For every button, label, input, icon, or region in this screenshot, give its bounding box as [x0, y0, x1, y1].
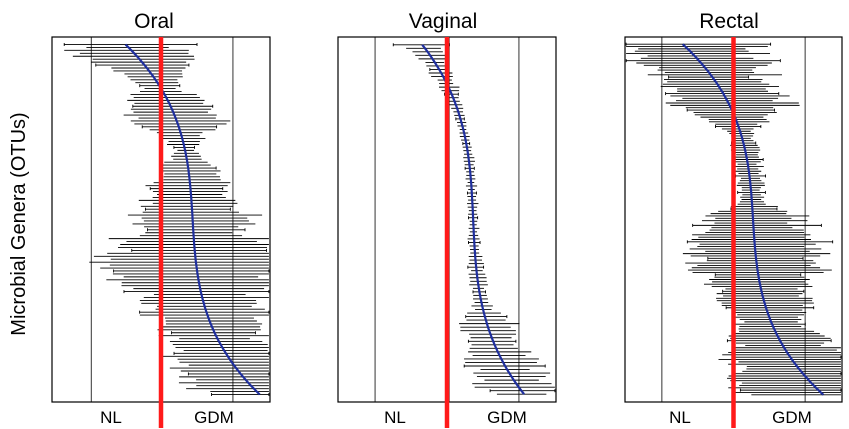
panel-oral: Oral NL GDM — [51, 10, 271, 428]
x-tick-label-gdm: GDM — [487, 408, 527, 427]
point-estimate-trend — [124, 43, 261, 396]
x-tick-label-nl: NL — [669, 408, 691, 427]
point-estimate-trend — [681, 43, 825, 396]
panel-title: Oral — [134, 10, 174, 33]
x-tick-label-nl: NL — [100, 408, 122, 427]
x-tick-label-gdm: GDM — [772, 408, 812, 427]
panel-rectal: Rectal NL GDM — [624, 10, 843, 428]
y-axis-title: Microbial Genera (OTUs) — [8, 112, 30, 335]
point-estimate-trend — [421, 44, 525, 395]
x-tick-label-gdm: GDM — [194, 408, 234, 427]
panel-vaginal: Vaginal NL GDM — [337, 10, 557, 428]
x-tick-label-nl: NL — [384, 408, 406, 427]
panel-title: Rectal — [699, 10, 759, 33]
panel-title: Vaginal — [409, 10, 478, 33]
